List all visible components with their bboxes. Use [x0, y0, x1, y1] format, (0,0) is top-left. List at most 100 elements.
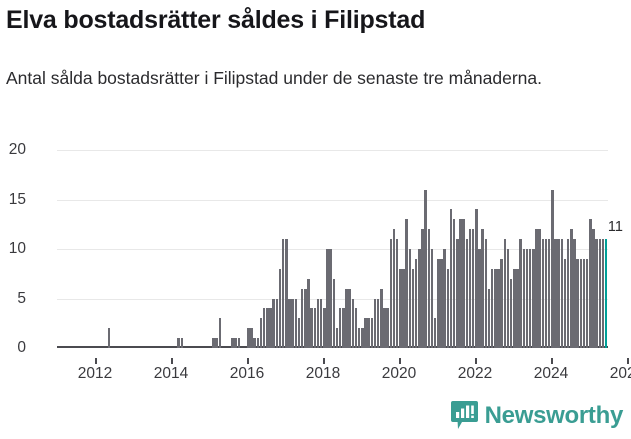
newsworthy-logo[interactable]: Newsworthy [450, 401, 623, 430]
bar [601, 239, 605, 348]
bar [522, 249, 526, 348]
x-tick-label: 2016 [229, 365, 265, 382]
bar [525, 249, 529, 348]
bar [332, 278, 336, 348]
y-tick-label: 5 [17, 289, 26, 307]
bar [592, 229, 595, 348]
bar [418, 249, 421, 348]
bar [582, 258, 586, 348]
bar [585, 258, 589, 348]
bar [462, 219, 465, 348]
bar [566, 239, 570, 348]
bar [180, 338, 184, 348]
bar [475, 209, 478, 348]
bar [386, 308, 389, 348]
x-tick [399, 358, 401, 364]
bar [459, 219, 462, 348]
bar [554, 239, 557, 348]
bar [506, 249, 510, 348]
gridline [57, 199, 608, 201]
bar [405, 219, 408, 348]
x-tick-label: 2014 [153, 365, 189, 382]
x-tick [323, 358, 325, 364]
bar [389, 239, 393, 348]
x-tick [247, 358, 249, 364]
chart-container: 0 5 10 15 20 2012 2014 2016 2018 2020 2022 2024 202… [0, 140, 631, 390]
x-tick [95, 358, 97, 364]
footer: Newsworthy [0, 398, 631, 439]
bar [392, 229, 396, 348]
bar [361, 328, 364, 348]
bar-series [57, 150, 608, 348]
x-tick [171, 358, 173, 364]
y-tick-label: 10 [8, 240, 26, 257]
bar [471, 229, 475, 348]
bar [430, 249, 434, 348]
bar [519, 239, 522, 348]
y-tick-label: 15 [8, 190, 26, 208]
bar [288, 298, 291, 348]
x-tick-label: 2018 [305, 365, 341, 382]
bar [573, 239, 576, 348]
bar [487, 288, 491, 348]
x-tick-label: 2026 [609, 365, 631, 382]
bar [465, 239, 469, 348]
bar [313, 308, 317, 348]
bar [351, 298, 355, 348]
y-tick-label: 20 [8, 141, 26, 158]
bar [551, 189, 554, 348]
bar [326, 249, 329, 348]
bar [348, 288, 351, 348]
bar-value-label: 11 [607, 219, 623, 236]
x-tick-label: 2024 [533, 365, 569, 382]
bar [509, 278, 513, 348]
bar [557, 239, 560, 348]
bar [253, 338, 256, 348]
bar [316, 298, 320, 348]
bar [338, 308, 342, 348]
page-subtitle: Antal sålda bostadsrätter i Filipstad un… [6, 68, 543, 88]
bar-chart-speech-bubble-icon [450, 401, 478, 430]
bar [427, 229, 431, 348]
bar [323, 308, 326, 348]
bar [484, 239, 488, 348]
bar [604, 239, 608, 348]
bar [373, 298, 377, 348]
bar [440, 258, 443, 348]
bar [218, 318, 222, 348]
bar [538, 229, 541, 348]
bar [281, 239, 285, 348]
gridline [57, 150, 608, 151]
bar [446, 268, 450, 348]
bar [544, 239, 548, 348]
bar [490, 268, 494, 348]
bar [443, 249, 446, 348]
bar [424, 189, 427, 348]
bar [494, 268, 497, 348]
bar [411, 268, 415, 348]
page-title: Elva bostadsrätter såldes i Filipstad [6, 6, 426, 34]
bar [579, 258, 583, 348]
y-tick-label: 0 [17, 339, 26, 356]
bar [354, 308, 358, 348]
bar [468, 229, 472, 348]
x-tick-label: 2022 [457, 365, 493, 382]
bar [231, 338, 234, 348]
x-tick [627, 358, 629, 364]
bar [437, 258, 440, 348]
bar [212, 338, 215, 348]
bar [500, 258, 503, 348]
bar [547, 239, 551, 348]
bar [570, 229, 573, 348]
bar [595, 239, 598, 348]
bar [589, 219, 592, 348]
bar [367, 318, 370, 348]
bar [452, 219, 456, 348]
bar [516, 268, 519, 348]
bar [177, 338, 180, 348]
bar [576, 258, 579, 348]
bar [478, 249, 481, 348]
bar [266, 308, 269, 348]
bar [345, 288, 348, 348]
